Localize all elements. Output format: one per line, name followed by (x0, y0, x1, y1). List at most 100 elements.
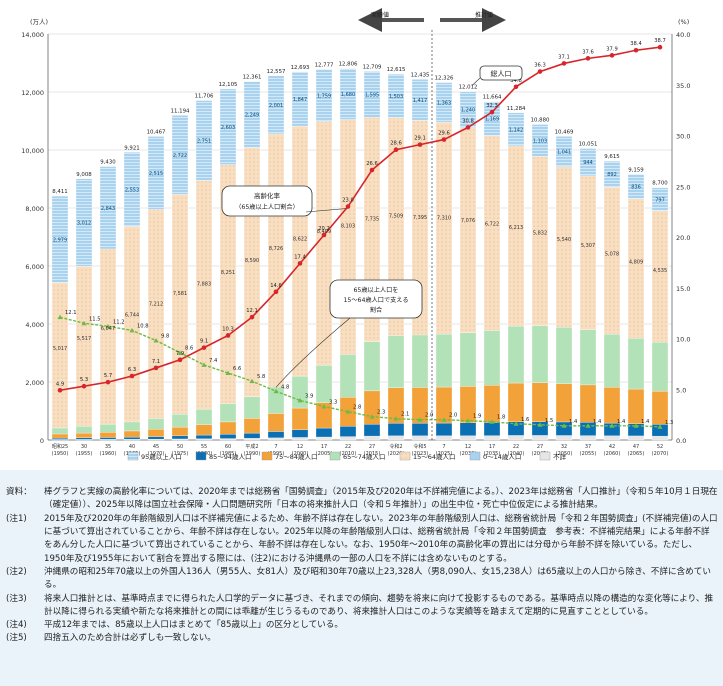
bar-segment-15-64 (243, 147, 261, 397)
bar-segment-15-64 (75, 265, 93, 427)
bar-segment-0-14 (363, 71, 381, 118)
support-ratio-label: 11.5 (89, 316, 101, 322)
bar-segment-0-14 (267, 75, 285, 135)
note-row: (注5) 四捨五入のため合計は必ずしも一致しない。 (6, 632, 718, 645)
value-label-15-64: 7,076 (461, 218, 475, 224)
aging-rate-point (321, 232, 327, 238)
aging-rate-point (105, 379, 111, 385)
legend-swatch (399, 451, 411, 461)
x-tick-year: (2030) (460, 451, 477, 457)
note-label: (注5) (6, 633, 27, 644)
support-ratio-point (345, 409, 351, 414)
support-ratio-point (609, 423, 615, 428)
x-tick-year: (2060) (604, 451, 621, 457)
total-value-label: 12,806 (339, 62, 358, 68)
legend-label: 不詳 (553, 452, 567, 461)
left-tick-label: 8,000 (25, 205, 44, 213)
bar-segment-15-64 (195, 180, 213, 410)
aging-rate-label: 28.6 (390, 141, 402, 147)
bar-segment-65-plus (195, 408, 213, 425)
aging-rate-label: 5.3 (80, 377, 88, 383)
value-label-0-14: 1,169 (485, 117, 499, 123)
bar-segment-15-64 (507, 145, 525, 327)
bar-segment-65-plus (123, 421, 141, 432)
x-tick-year: (1960) (100, 451, 117, 457)
bar-segment-65-plus (123, 436, 141, 440)
bar-segment-65-plus (411, 435, 429, 441)
value-label-15-64: 4,809 (629, 259, 643, 265)
bar-segment-0-14 (243, 81, 261, 148)
value-label-15-64: 7,395 (413, 215, 427, 221)
bar-segment-0-14 (483, 101, 501, 136)
aging-rate-point (513, 84, 519, 90)
x-tick-label: 12 (465, 444, 471, 450)
bar-segment-65-plus (75, 432, 93, 438)
x-tick-year: (1950) (52, 451, 69, 457)
value-label-0-14: 2,001 (269, 103, 283, 109)
total-value-label: 12,709 (363, 64, 382, 70)
legend-label: 0～14歳人口 (483, 452, 521, 461)
support-ratio-point (297, 397, 303, 403)
callout-box (479, 65, 523, 81)
bar-segment-65-plus (435, 422, 453, 436)
total-value-label: 9,615 (604, 154, 619, 160)
note-label: (注2) (6, 566, 27, 577)
value-label-0-14: 1,680 (341, 92, 355, 98)
bar-segment-65-plus (267, 431, 285, 439)
projection-label: 推計値 (475, 11, 493, 19)
aging-rate-point (465, 125, 471, 130)
bar-segment-15-64 (579, 175, 597, 330)
aging-rate-point (225, 333, 231, 338)
support-ratio-point (537, 422, 543, 427)
lines (57, 44, 663, 429)
value-label-15-64: 8,622 (293, 237, 307, 243)
bar-segment-65-plus (243, 438, 261, 441)
legend-swatch (469, 451, 481, 461)
value-label-0-14: 1,417 (413, 98, 427, 104)
aging-rate-label: 29.6 (438, 131, 450, 137)
support-ratio-point (105, 323, 111, 329)
bar-segment-65-plus (267, 413, 285, 432)
bar-segment-65-plus (459, 422, 477, 436)
total-value-label: 12,326 (435, 76, 454, 82)
aging-rate-label: 37.1 (558, 54, 570, 60)
bar-segment-65-plus (435, 333, 453, 388)
value-label-15-64: 8,726 (269, 246, 283, 252)
total-value-label: 10,051 (579, 142, 598, 148)
value-label-0-14: 1,041 (557, 149, 571, 155)
value-label-15-64: 8,590 (245, 258, 259, 264)
bar-segment-65-plus (651, 342, 669, 392)
note-label: (注4) (6, 620, 27, 631)
support-ratio-point (417, 417, 423, 422)
aging-rate-label: 4.9 (56, 381, 64, 387)
total-value-label: 9,921 (124, 145, 139, 151)
x-tick-label: 27 (369, 444, 375, 450)
callout-pointer (471, 77, 481, 86)
callout-box (221, 185, 313, 217)
left-tick-label: 14,000 (21, 31, 44, 39)
aging-rate-label: 37.9 (606, 46, 618, 52)
note-text: 四捨五入のため合計は必ずしも一致しない。 (44, 633, 216, 644)
support-ratio-title-2: 15～64歳人口で支える (343, 296, 408, 304)
support-ratio-point (321, 404, 327, 409)
bar-segment-65-plus (195, 424, 213, 436)
support-ratio-label: 2.8 (353, 405, 361, 411)
aging-rate-label: 6.3 (128, 367, 136, 373)
bar-segment-65-plus (99, 432, 117, 438)
support-ratio-point (129, 327, 135, 333)
support-ratio-label: 8.6 (185, 346, 193, 352)
support-ratio-point (273, 388, 279, 394)
total-value-label: 11,284 (507, 106, 526, 112)
note-row: (注1) 2015年及び2020年の年齢階級別人口は不詳補完値によるため、年齢不詳… (6, 513, 718, 566)
legend-item: 65～74歳人口 (329, 451, 386, 461)
bar-segment-65-plus (555, 383, 573, 423)
aging-rate-label: 23.0 (342, 198, 354, 204)
bar-segment-65-plus (219, 438, 237, 441)
bar-segment-65-plus (315, 365, 333, 403)
x-tick-label: 60 (225, 444, 231, 450)
x-tick-label: 30 (81, 444, 87, 450)
legend-item: 75～84歳人口 (261, 451, 318, 461)
bar-segment-65-plus (51, 427, 69, 435)
value-label-15-64: 4,535 (653, 268, 667, 274)
